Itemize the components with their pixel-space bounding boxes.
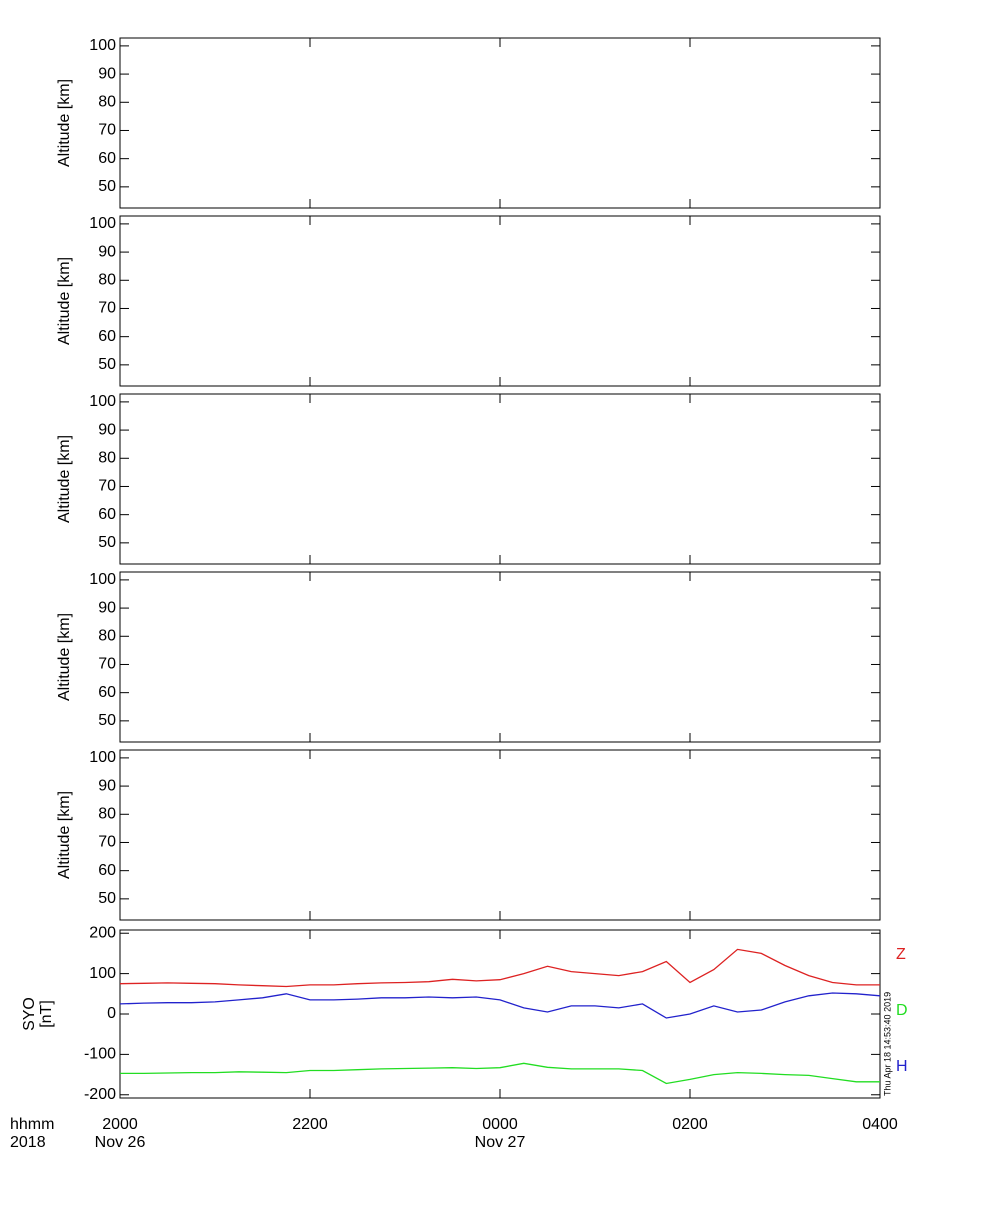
y-tick-label: -200 <box>84 1086 116 1103</box>
x-row-label: hhmm <box>10 1116 54 1133</box>
y-tick-label: 50 <box>98 712 116 729</box>
y-tick-label: 60 <box>98 862 116 879</box>
x-tick-label: 2200 <box>292 1116 328 1133</box>
data-line <box>120 1062 880 1085</box>
y-axis-label: Altitude [km] <box>56 79 73 167</box>
panel-frame <box>119 571 881 743</box>
legend-label: Z <box>896 946 906 963</box>
x-tick-label: 2000 <box>102 1116 138 1133</box>
y-tick-label: 90 <box>98 243 116 260</box>
y-tick-label: 200 <box>89 924 116 941</box>
y-tick-label: 60 <box>98 328 116 345</box>
y-tick-label: 90 <box>98 421 116 438</box>
date-label: Nov 27 <box>475 1134 526 1151</box>
y-tick-label: 70 <box>98 834 116 851</box>
y-axis-label: Altitude [km] <box>56 435 73 523</box>
data-line <box>119 948 880 988</box>
y-tick-label: 90 <box>98 777 116 794</box>
y-tick-label: 80 <box>98 271 116 288</box>
y-tick-label: 0 <box>107 1005 116 1022</box>
y-tick-label: 50 <box>98 178 116 195</box>
y-tick-label: 50 <box>98 356 116 373</box>
y-tick-label: 50 <box>98 534 116 551</box>
date-label: Nov 26 <box>95 1134 146 1151</box>
y-tick-label: 70 <box>98 122 116 139</box>
data-line <box>119 992 881 1019</box>
x-tick-label: 0200 <box>672 1116 708 1133</box>
legend-label: H <box>896 1058 908 1075</box>
y-tick-label: 80 <box>98 805 116 822</box>
y-tick-label: 90 <box>98 65 116 82</box>
y-axis-label: Altitude [km] <box>56 257 73 345</box>
y-tick-label: 70 <box>98 478 116 495</box>
panel-frame <box>119 393 881 565</box>
panel-frame <box>119 215 881 387</box>
y-tick-label: 60 <box>98 150 116 167</box>
timestamp: Thu Apr 18 14:53:40 2019 <box>882 992 892 1096</box>
y-tick-label: -100 <box>84 1046 116 1063</box>
panel-frame <box>119 749 881 921</box>
date-row-label: 2018 <box>10 1134 46 1151</box>
y-tick-label: 60 <box>98 506 116 523</box>
y-tick-label: 70 <box>98 300 116 317</box>
y-tick-label: 80 <box>98 449 116 466</box>
legend-label: D <box>896 1002 908 1019</box>
y-tick-label: 100 <box>89 965 116 982</box>
y-tick-label: 60 <box>98 684 116 701</box>
y-axis-label: Altitude [km] <box>56 613 73 701</box>
y-tick-label: 80 <box>98 627 116 644</box>
x-tick-label: 0000 <box>482 1116 518 1133</box>
y-tick-label: 100 <box>89 37 116 54</box>
y-tick-label: 70 <box>98 656 116 673</box>
y-axis-label: SYO <box>21 997 38 1031</box>
y-tick-label: 100 <box>89 749 116 766</box>
y-tick-label: 50 <box>98 890 116 907</box>
x-tick-label: 0400 <box>862 1116 898 1133</box>
panel-frame <box>119 37 881 209</box>
y-tick-label: 90 <box>98 599 116 616</box>
y-axis-label: Altitude [km] <box>56 791 73 879</box>
y-tick-label: 80 <box>98 93 116 110</box>
y-axis-label: [nT] <box>38 1000 55 1028</box>
y-tick-label: 100 <box>89 571 116 588</box>
y-tick-label: 100 <box>89 393 116 410</box>
y-tick-label: 100 <box>89 215 116 232</box>
